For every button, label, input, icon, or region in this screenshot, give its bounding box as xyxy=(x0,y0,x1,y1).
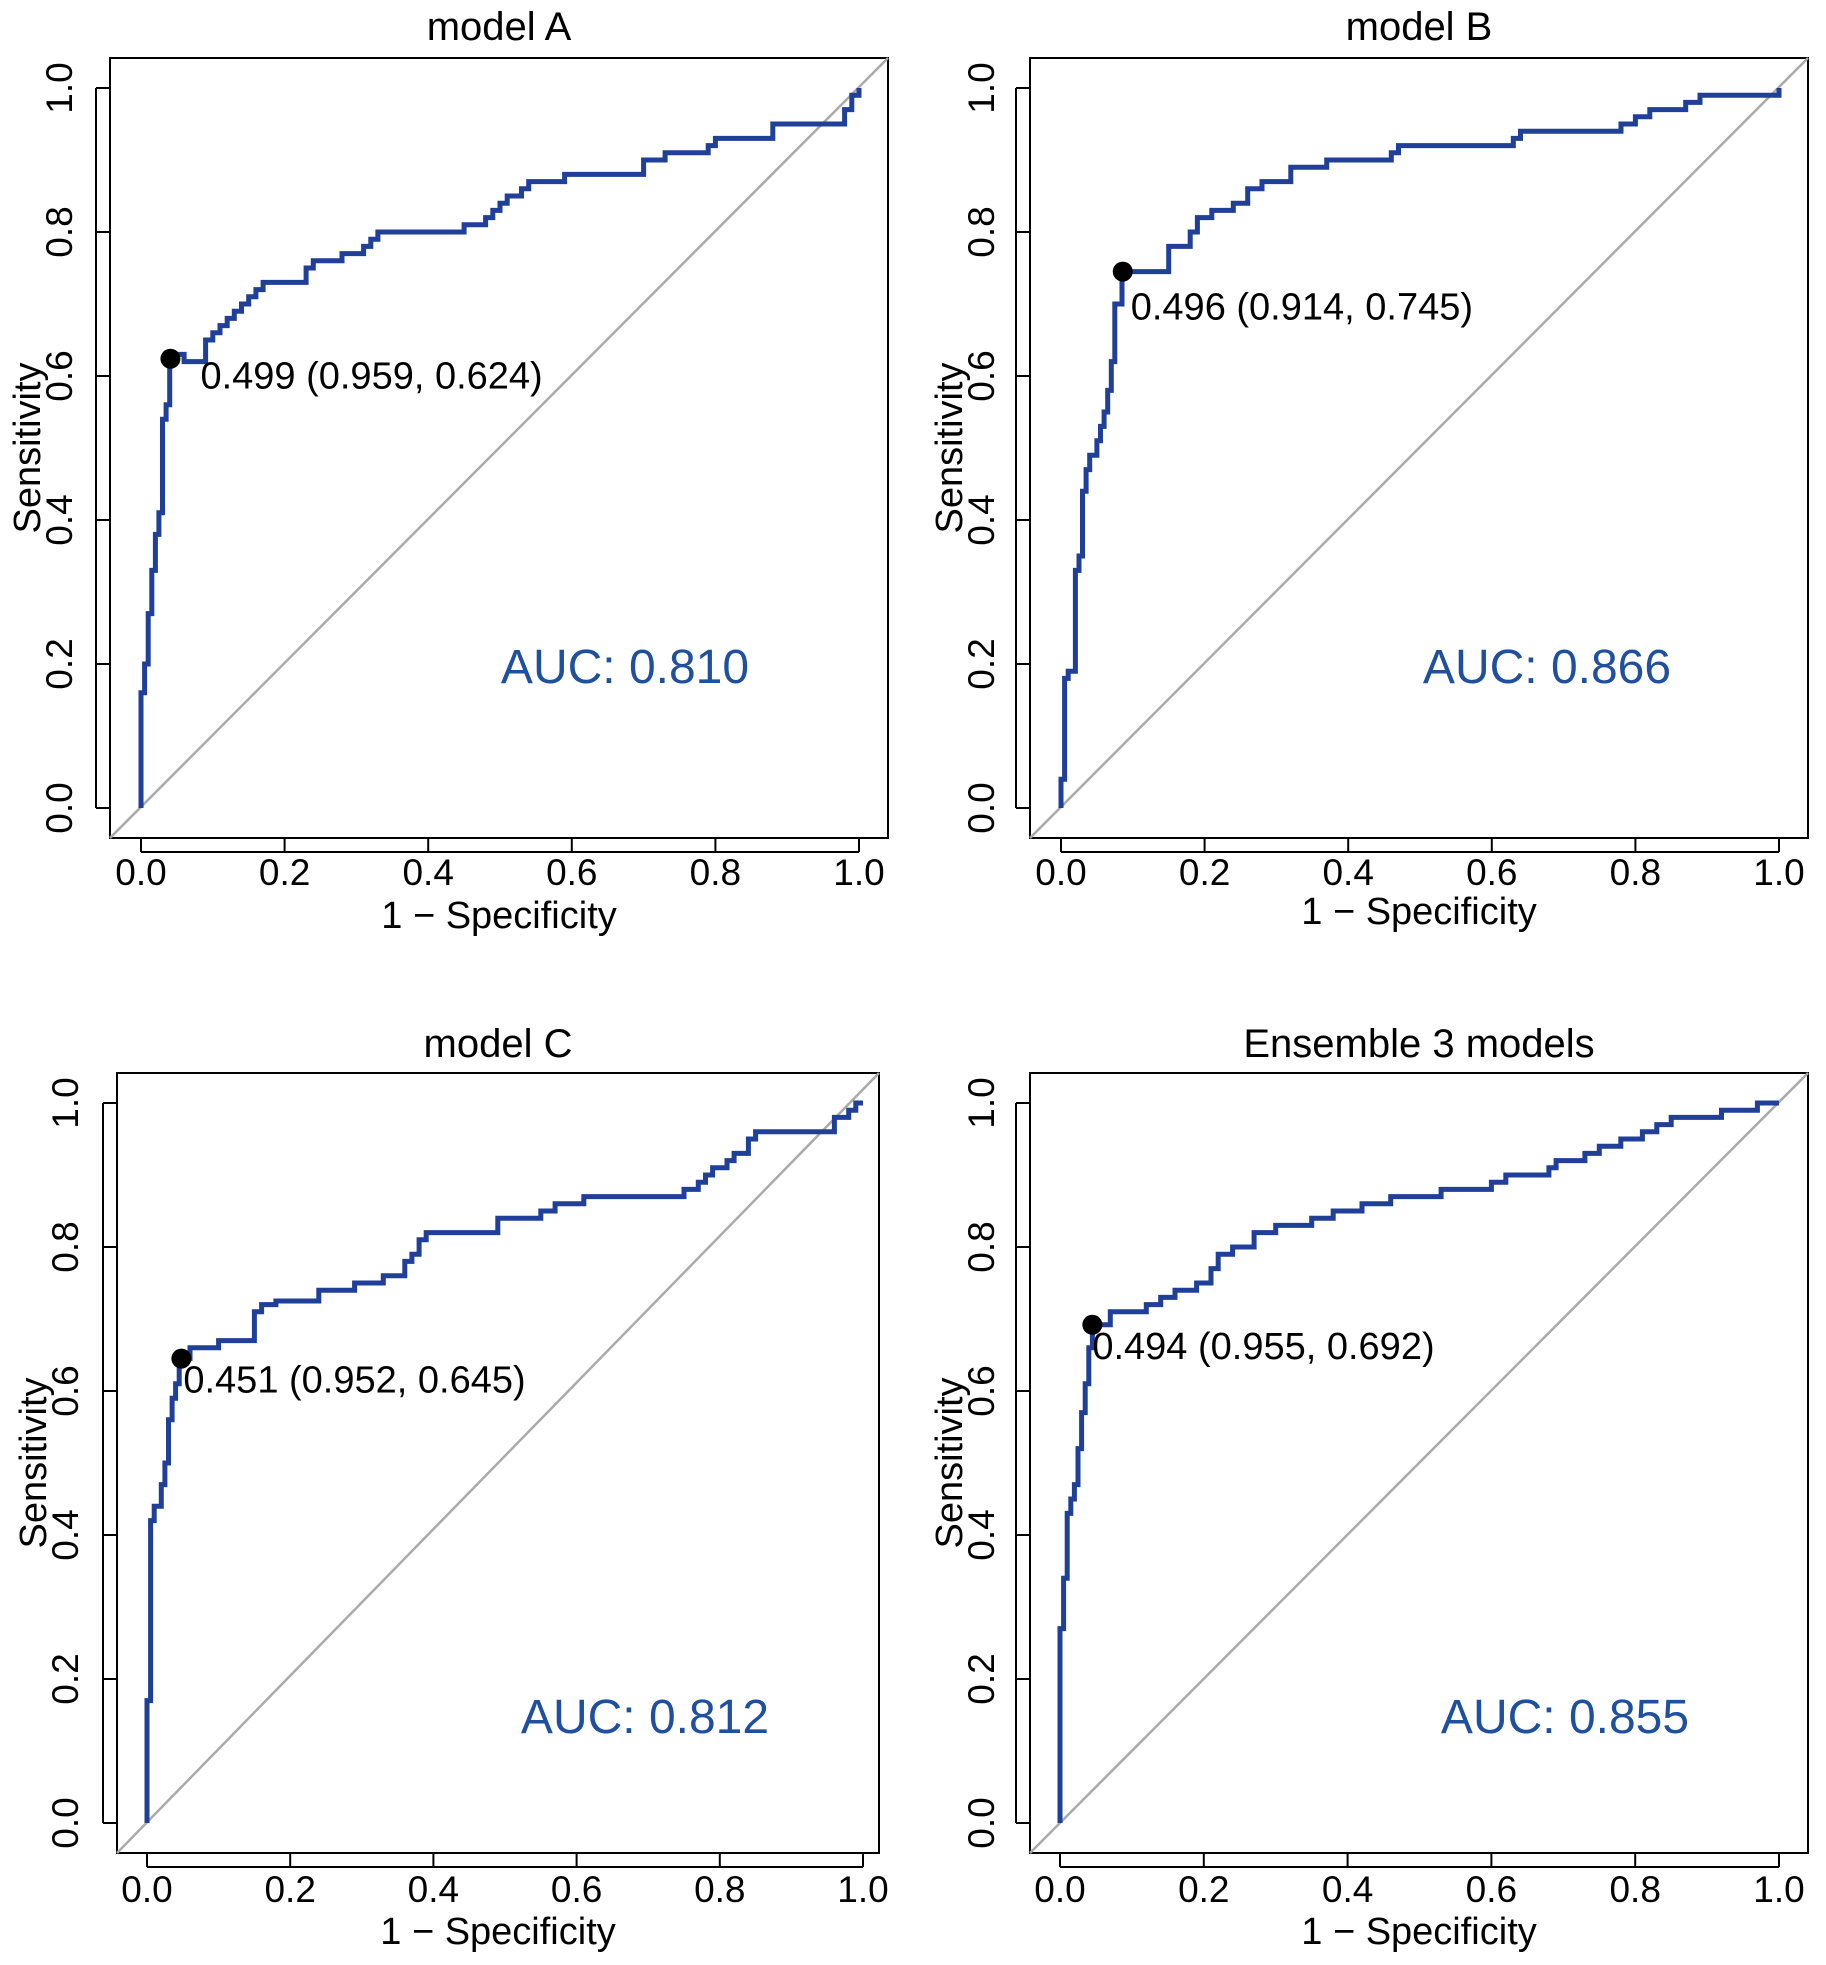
y-tick-label: 1.0 xyxy=(45,1077,86,1128)
y-tick-label: 0.8 xyxy=(961,1221,1002,1272)
roc-curve-line xyxy=(144,1100,863,1823)
roc-panel-4: Ensemble 3 models 0.0 0.2 0.4 0.6 0.8 1.0 0.0 0.… xyxy=(929,1022,1809,1953)
roc-curve-line xyxy=(138,88,862,808)
x-tick-label: 0.8 xyxy=(694,1869,745,1910)
x-axis-label: 1 − Specificity xyxy=(381,895,617,937)
x-tick-label: 0.4 xyxy=(1322,1869,1373,1910)
best-threshold-point xyxy=(1112,261,1133,282)
y-tick-label: 0.0 xyxy=(961,1797,1002,1848)
y-tick-label: 0.6 xyxy=(45,1365,86,1416)
y-tick-label: 0.4 xyxy=(961,1509,1002,1560)
cutoff-label: 0.494 (0.955, 0.692) xyxy=(1092,1326,1434,1368)
chance-diagonal-line xyxy=(1029,1072,1809,1854)
cutoff-label: 0.451 (0.952, 0.645) xyxy=(183,1360,525,1402)
x-tick-label: 0.8 xyxy=(1609,1869,1660,1910)
y-tick-label: 0.2 xyxy=(39,638,80,689)
y-tick-label: 0.4 xyxy=(39,494,80,545)
roc-curve-line xyxy=(1057,1100,1779,1823)
x-axis-label: 1 − Specificity xyxy=(1301,1911,1537,1953)
chance-diagonal-line xyxy=(109,57,889,839)
plot-frame xyxy=(1029,57,1809,839)
x-tick-label: 0.0 xyxy=(121,1869,172,1910)
x-tick-label: 0.0 xyxy=(115,852,166,893)
x-tick-label: 0.8 xyxy=(1610,852,1661,893)
best-threshold-point xyxy=(160,348,181,369)
x-tick-label: 0.4 xyxy=(1322,852,1373,893)
roc-curve-line xyxy=(1058,88,1782,808)
x-axis-label: 1 − Specificity xyxy=(1301,891,1537,933)
chart-title: model A xyxy=(427,5,572,49)
roc-panel-2: model B 0.0 0.2 0.4 0.6 0.8 1.0 0.0 0.2 0.4 0.6 0.8… xyxy=(929,5,1809,933)
y-axis-label: Sensitivity xyxy=(929,362,971,533)
y-tick-label: 0.8 xyxy=(45,1221,86,1272)
y-tick-label: 0.0 xyxy=(39,782,80,833)
x-tick-label: 0.6 xyxy=(551,1869,602,1910)
x-tick-label: 0.8 xyxy=(690,852,741,893)
chart-title: model B xyxy=(1346,5,1493,49)
best-threshold-point xyxy=(171,1348,192,1369)
y-tick-label: 0.8 xyxy=(39,206,80,257)
x-tick-label: 0.6 xyxy=(1466,852,1517,893)
x-tick-label: 1.0 xyxy=(837,1869,888,1910)
y-tick-label: 0.8 xyxy=(961,206,1002,257)
chart-title: Ensemble 3 models xyxy=(1243,1022,1594,1066)
x-tick-label: 0.2 xyxy=(1179,852,1230,893)
auc-label: AUC: 0.866 xyxy=(1423,641,1671,694)
x-tick-label: 0.2 xyxy=(259,852,310,893)
x-tick-label: 0.2 xyxy=(264,1869,315,1910)
x-tick-label: 0.6 xyxy=(1466,1869,1517,1910)
auc-label: AUC: 0.812 xyxy=(521,1691,769,1744)
y-tick-label: 0.4 xyxy=(45,1509,86,1560)
y-axis-label: Sensitivity xyxy=(929,1377,971,1548)
y-tick-label: 0.0 xyxy=(45,1797,86,1848)
x-tick-label: 0.6 xyxy=(546,852,597,893)
x-tick-label: 0.0 xyxy=(1035,852,1086,893)
roc-panel-1: model A 0.0 0.2 0.4 0.6 0.8 1.0 0.0 0.2 0.4 0.6 0.8… xyxy=(7,5,889,937)
x-tick-label: 1.0 xyxy=(1753,852,1804,893)
best-threshold-point xyxy=(1082,1314,1103,1335)
y-tick-label: 1.0 xyxy=(961,1077,1002,1128)
y-axis-label: Sensitivity xyxy=(13,1377,55,1548)
y-tick-label: 0.6 xyxy=(961,1365,1002,1416)
y-tick-label: 1.0 xyxy=(961,62,1002,113)
x-tick-label: 1.0 xyxy=(1753,1869,1804,1910)
auc-label: AUC: 0.810 xyxy=(501,641,749,694)
auc-label: AUC: 0.855 xyxy=(1441,1691,1689,1744)
chart-title: model C xyxy=(424,1022,573,1066)
y-tick-label: 1.0 xyxy=(39,62,80,113)
y-tick-label: 0.2 xyxy=(961,1653,1002,1704)
plot-frame xyxy=(1029,1072,1809,1854)
y-tick-label: 0.6 xyxy=(39,350,80,401)
x-axis-label: 1 − Specificity xyxy=(380,1911,616,1953)
x-tick-label: 0.0 xyxy=(1034,1869,1085,1910)
y-tick-label: 0.6 xyxy=(961,350,1002,401)
x-tick-label: 1.0 xyxy=(833,852,884,893)
y-tick-label: 0.2 xyxy=(961,638,1002,689)
x-tick-label: 0.4 xyxy=(408,1869,459,1910)
y-tick-label: 0.4 xyxy=(961,494,1002,545)
y-tick-label: 0.0 xyxy=(961,782,1002,833)
plot-frame xyxy=(109,57,889,839)
x-tick-label: 0.2 xyxy=(1178,1869,1229,1910)
y-axis-label: Sensitivity xyxy=(7,362,49,533)
x-tick-label: 0.4 xyxy=(402,852,453,893)
y-tick-label: 0.2 xyxy=(45,1653,86,1704)
cutoff-label: 0.499 (0.959, 0.624) xyxy=(200,356,542,398)
cutoff-label: 0.496 (0.914, 0.745) xyxy=(1131,287,1473,329)
chance-diagonal-line xyxy=(116,1072,880,1854)
chance-diagonal-line xyxy=(1029,57,1809,839)
plot-frame xyxy=(116,1072,880,1854)
roc-panel-3: model C 0.0 0.2 0.4 0.6 0.8 1.0 0.0 0.2 0.4 0.6 0.8… xyxy=(13,1022,889,1953)
